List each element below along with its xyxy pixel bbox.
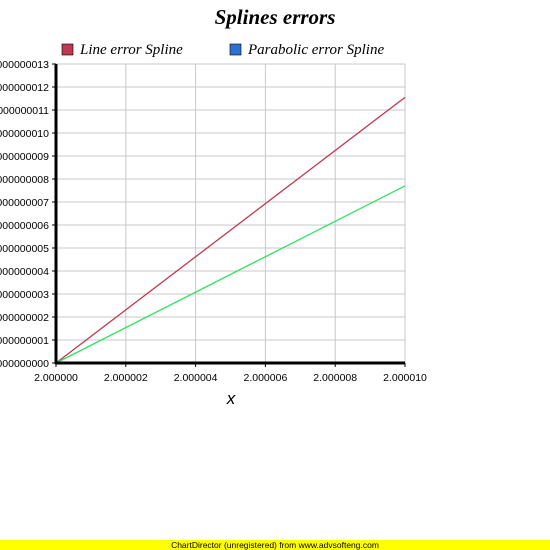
y-tick-label: 0.000000009 [0, 151, 49, 163]
x-tick-label: 2.000000 [34, 372, 78, 384]
y-tick-label: 0.000000006 [0, 220, 49, 232]
x-tick-label: 2.000010 [383, 372, 427, 384]
x-tick-label: 2.000004 [174, 372, 218, 384]
y-tick-label: 0.000000004 [0, 266, 49, 278]
chart-title: Splines errors [215, 5, 336, 29]
y-tick-label: 0.000000002 [0, 312, 49, 324]
y-tick-label: 0.000000008 [0, 174, 49, 186]
y-tick-label: 0.000000011 [0, 105, 49, 117]
y-tick-label: 0.000000007 [0, 197, 49, 209]
y-tick-label: 0.000000005 [0, 243, 49, 255]
footer-banner: ChartDirector (unregistered) from www.ad… [0, 540, 550, 550]
legend-label: Parabolic error Spline [247, 42, 384, 58]
x-tick-label: 2.000008 [313, 372, 357, 384]
y-tick-label: 0.000000003 [0, 289, 49, 301]
y-tick-label: 0.000000013 [0, 59, 49, 71]
plot-area [56, 64, 405, 363]
y-tick-label: 0.000000012 [0, 82, 49, 94]
legend-label: Line error Spline [79, 42, 183, 58]
legend-swatch [62, 44, 73, 55]
x-tick-label: 2.000002 [104, 372, 148, 384]
x-tick-label: 2.000006 [244, 372, 288, 384]
x-axis-title: x [226, 389, 236, 408]
legend-swatch [230, 44, 241, 55]
